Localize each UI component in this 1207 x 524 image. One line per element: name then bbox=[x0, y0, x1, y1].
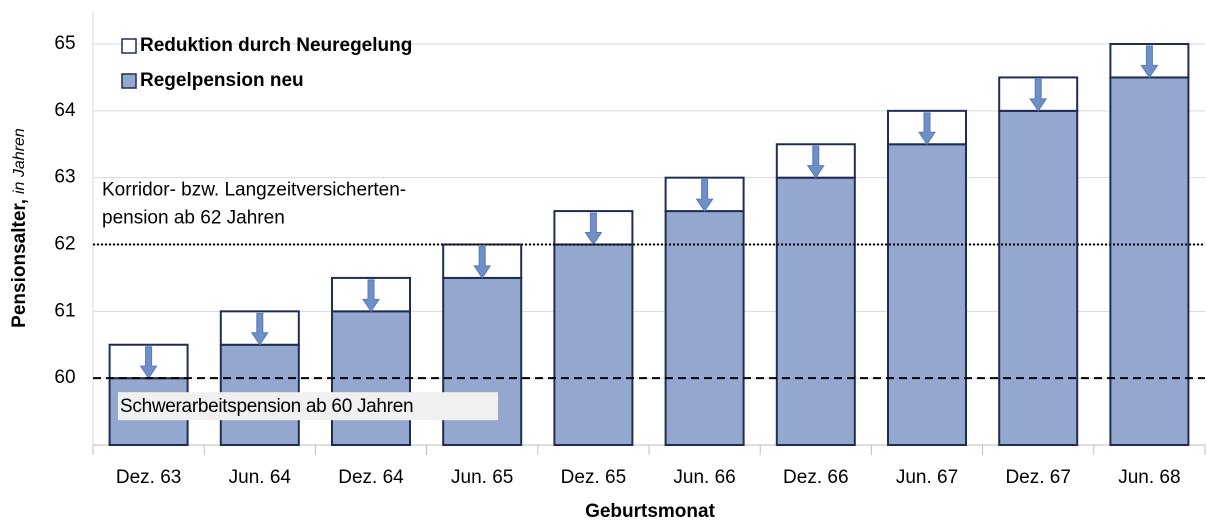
annotation-text: pension ab 62 Jahren bbox=[102, 208, 285, 229]
reduction-arrow bbox=[1140, 45, 1159, 79]
reduction-arrow bbox=[584, 212, 603, 246]
x-tick-label: Jun. 64 bbox=[229, 467, 292, 488]
bar-segment bbox=[1109, 76, 1190, 447]
y-axis-label: Pensionsalter, in Jahren bbox=[9, 128, 30, 328]
x-tick-label: Jun. 67 bbox=[896, 467, 958, 488]
reduction-arrow bbox=[1029, 78, 1048, 112]
bar-segment bbox=[887, 143, 967, 446]
legend-swatch bbox=[121, 38, 137, 54]
reduction-arrow bbox=[695, 179, 714, 212]
x-tick-label: Dez. 64 bbox=[338, 467, 404, 488]
bar-segment bbox=[775, 176, 856, 447]
annotation-text: Schwerarbeitspension ab 60 Jahren bbox=[120, 396, 413, 417]
bar-segment bbox=[553, 243, 634, 446]
reduction-arrow bbox=[473, 246, 492, 279]
reduction-arrow bbox=[806, 145, 825, 179]
annotation-text: Korridor- bzw. Langzeitversicherten- bbox=[102, 180, 406, 201]
annotation-bg bbox=[118, 392, 498, 421]
y-label-main: Pensionsalter, bbox=[9, 199, 30, 328]
x-tick-label: Jun. 66 bbox=[673, 467, 735, 488]
bar-segment bbox=[998, 109, 1079, 446]
x-axis-label: Geburtsmonat bbox=[585, 501, 716, 522]
reduction-arrow bbox=[362, 279, 380, 313]
legend-swatch bbox=[121, 73, 137, 89]
y-tick-label: 64 bbox=[54, 100, 76, 121]
legend-label: Reduktion durch Neuregelung bbox=[140, 35, 412, 56]
legend-label: Regelpension neu bbox=[140, 70, 304, 91]
x-tick-label: Jun. 68 bbox=[1118, 467, 1180, 488]
y-tick-label: 60 bbox=[54, 367, 75, 388]
reduction-arrow bbox=[139, 346, 158, 380]
bar-segment bbox=[664, 210, 745, 446]
reduction-arrow bbox=[250, 312, 269, 346]
y-label-unit: in Jahren bbox=[11, 128, 28, 194]
x-tick-label: Dez. 65 bbox=[561, 467, 626, 488]
x-tick-label: Jun. 65 bbox=[451, 467, 513, 488]
y-tick-label: 63 bbox=[54, 167, 75, 188]
x-tick-label: Dez. 66 bbox=[783, 467, 848, 488]
y-tick-label: 62 bbox=[54, 234, 75, 255]
y-tick-label: 65 bbox=[54, 33, 75, 54]
y-tick-label: 61 bbox=[54, 300, 75, 321]
x-tick-label: Dez. 63 bbox=[116, 467, 181, 488]
reduction-arrow bbox=[918, 112, 936, 146]
x-tick-label: Dez. 67 bbox=[1005, 467, 1070, 488]
